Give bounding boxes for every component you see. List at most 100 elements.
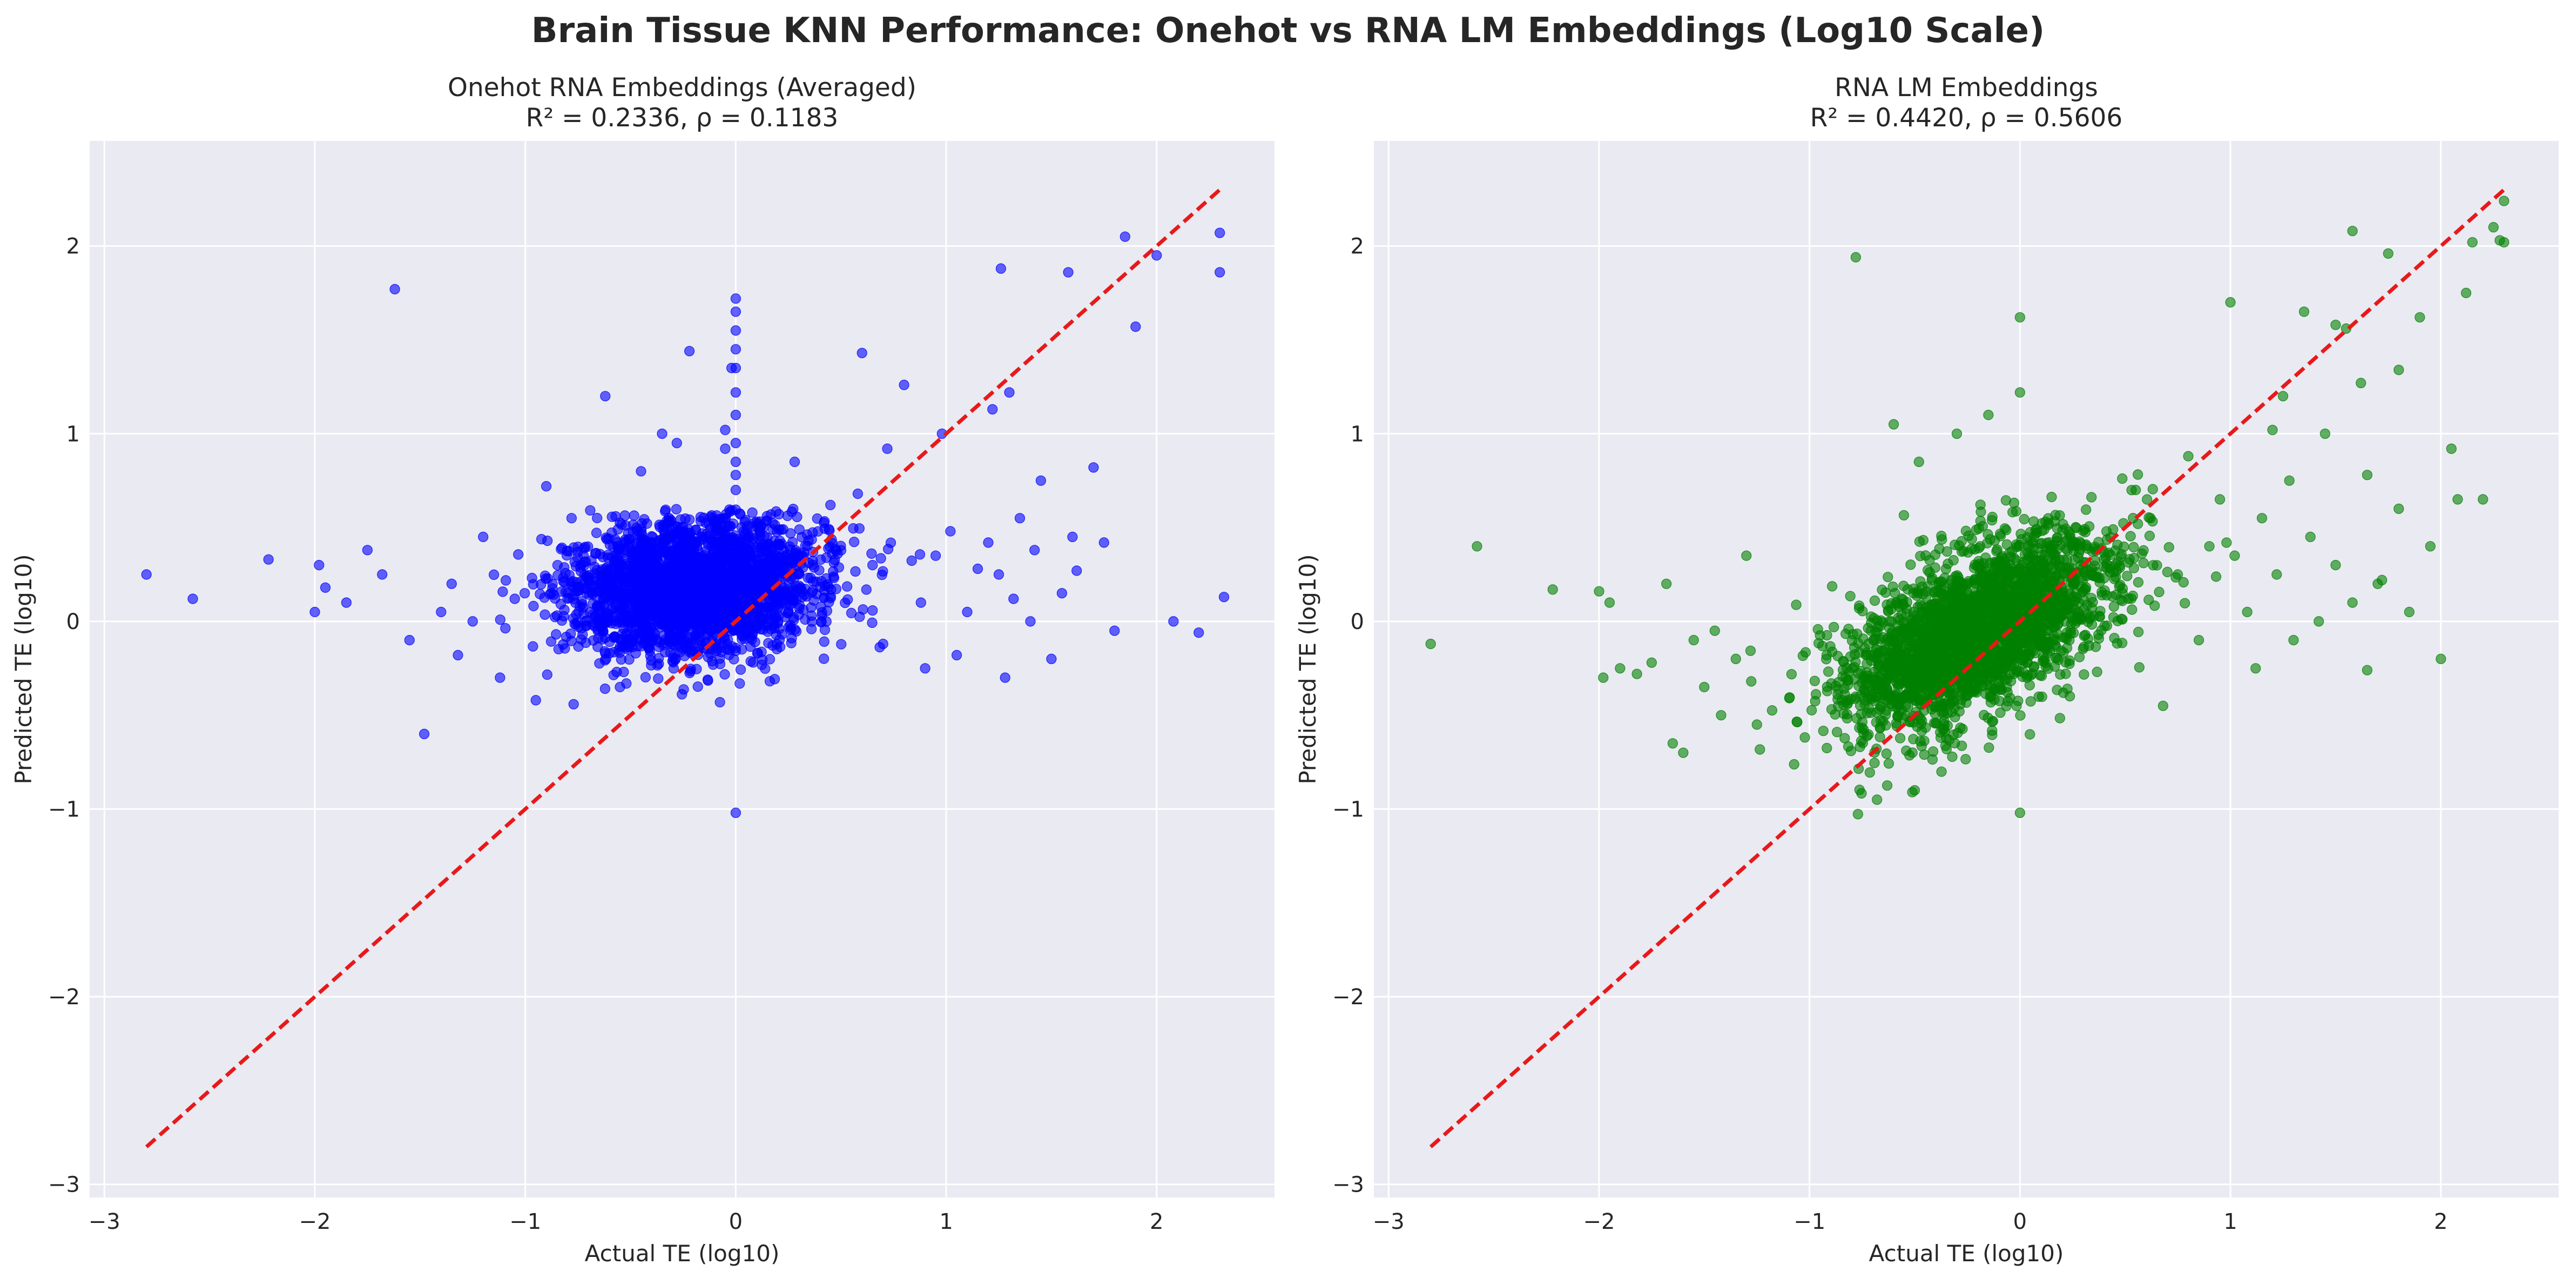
scatter-point <box>497 586 508 597</box>
scatter-point <box>1845 591 1856 601</box>
scatter-point <box>600 581 611 592</box>
scatter-point <box>722 591 733 602</box>
scatter-point <box>629 510 639 521</box>
scatter-point <box>187 593 198 604</box>
scatter-point <box>769 674 780 685</box>
scatter-point <box>2162 566 2173 578</box>
scatter-point <box>643 568 654 579</box>
scatter-point <box>819 516 830 527</box>
scatter-point <box>785 624 796 635</box>
scatter-point <box>2108 601 2119 612</box>
scatter-point <box>599 683 611 694</box>
scatter-point <box>542 669 552 680</box>
scatter-point <box>730 564 740 575</box>
scatter-point <box>1098 537 1109 548</box>
scatter-point <box>2133 577 2144 588</box>
scatter-point <box>585 505 596 516</box>
y-tick-label: −1 <box>48 797 80 822</box>
scatter-point <box>719 669 730 680</box>
scatter-point <box>557 542 568 553</box>
scatter-point <box>707 567 718 578</box>
scatter-point <box>2112 616 2123 626</box>
scatter-point <box>2081 504 2092 515</box>
scatter-point <box>788 503 799 515</box>
scatter-point <box>675 634 686 645</box>
scatter-point <box>632 529 643 540</box>
scatter-point <box>584 589 595 600</box>
scatter-point <box>766 564 778 574</box>
scatter-point <box>2148 560 2159 571</box>
scatter-point <box>876 570 887 580</box>
scatter-point <box>467 616 478 627</box>
scatter-point <box>703 652 713 662</box>
scatter-point <box>875 553 886 564</box>
scatter-point <box>2138 545 2149 556</box>
reference-line <box>145 188 1222 1148</box>
scatter-point <box>730 409 741 421</box>
scatter-point <box>730 344 741 355</box>
scatter-point <box>720 424 731 435</box>
y-tick-label: 0 <box>66 610 80 634</box>
scatter-point <box>501 575 511 586</box>
scatter-point <box>2079 630 2089 641</box>
scatter-point <box>1004 387 1015 398</box>
scatter-point <box>814 565 825 576</box>
scatter-point <box>1806 705 1817 716</box>
scatter-point <box>2111 589 2122 600</box>
scatter-point <box>1818 726 1829 736</box>
figure-title: Brain Tissue KNN Performance: Onehot vs … <box>531 11 2045 51</box>
scatter-point <box>718 513 729 524</box>
scatter-point <box>760 663 771 674</box>
scatter-point <box>601 592 612 604</box>
scatter-point <box>559 562 570 573</box>
scatter-point <box>840 597 851 608</box>
scatter-point <box>2055 669 2066 680</box>
scatter-point <box>1905 559 1916 570</box>
scatter-point <box>2065 691 2075 702</box>
y-tick-label: −3 <box>48 1173 80 1198</box>
scatter-point <box>569 557 580 567</box>
scatter-point <box>945 526 956 537</box>
scatter-point <box>2025 696 2036 707</box>
scatter-point <box>692 681 703 692</box>
scatter-point <box>1786 669 1797 680</box>
scatter-point <box>657 428 667 439</box>
scatter-point <box>667 567 678 578</box>
scatter-point <box>2221 537 2232 548</box>
scatter-point <box>2024 680 2035 691</box>
scatter-point <box>770 610 780 621</box>
scatter-point <box>825 499 836 510</box>
scatter-point <box>1975 499 1986 510</box>
scatter-point <box>618 666 629 678</box>
scatter-point <box>2114 562 2125 573</box>
scatter-point <box>1827 581 1838 592</box>
scatter-point <box>263 554 274 565</box>
scatter-point <box>825 591 836 602</box>
scatter-point <box>1025 616 1036 627</box>
scatter-point <box>2134 662 2145 673</box>
points <box>1425 195 2510 820</box>
scatter-point <box>1992 685 2002 696</box>
scatter-point <box>1915 576 1926 587</box>
scatter-point <box>603 533 614 544</box>
scatter-point <box>551 629 562 640</box>
scatter-point <box>1866 611 1877 622</box>
scatter-point <box>831 584 841 594</box>
scatter-point <box>1865 707 1876 718</box>
scatter-point <box>1218 592 1230 603</box>
scatter-point <box>737 582 747 593</box>
scatter-point <box>746 592 757 603</box>
scatter-point <box>1845 694 1856 705</box>
scatter-point <box>1895 733 1906 743</box>
scatter-point <box>714 659 726 670</box>
scatter-point <box>1864 767 1875 778</box>
y-axis-label: Predicted TE (log10) <box>10 554 37 784</box>
scatter-point <box>854 611 865 622</box>
scatter-point <box>600 391 611 402</box>
scatter-point <box>758 624 768 635</box>
scatter-point <box>2079 669 2089 680</box>
scatter-point <box>820 580 831 591</box>
scatter-point <box>773 539 784 550</box>
scatter-point <box>1829 621 1839 633</box>
scatter-point <box>2133 518 2143 529</box>
